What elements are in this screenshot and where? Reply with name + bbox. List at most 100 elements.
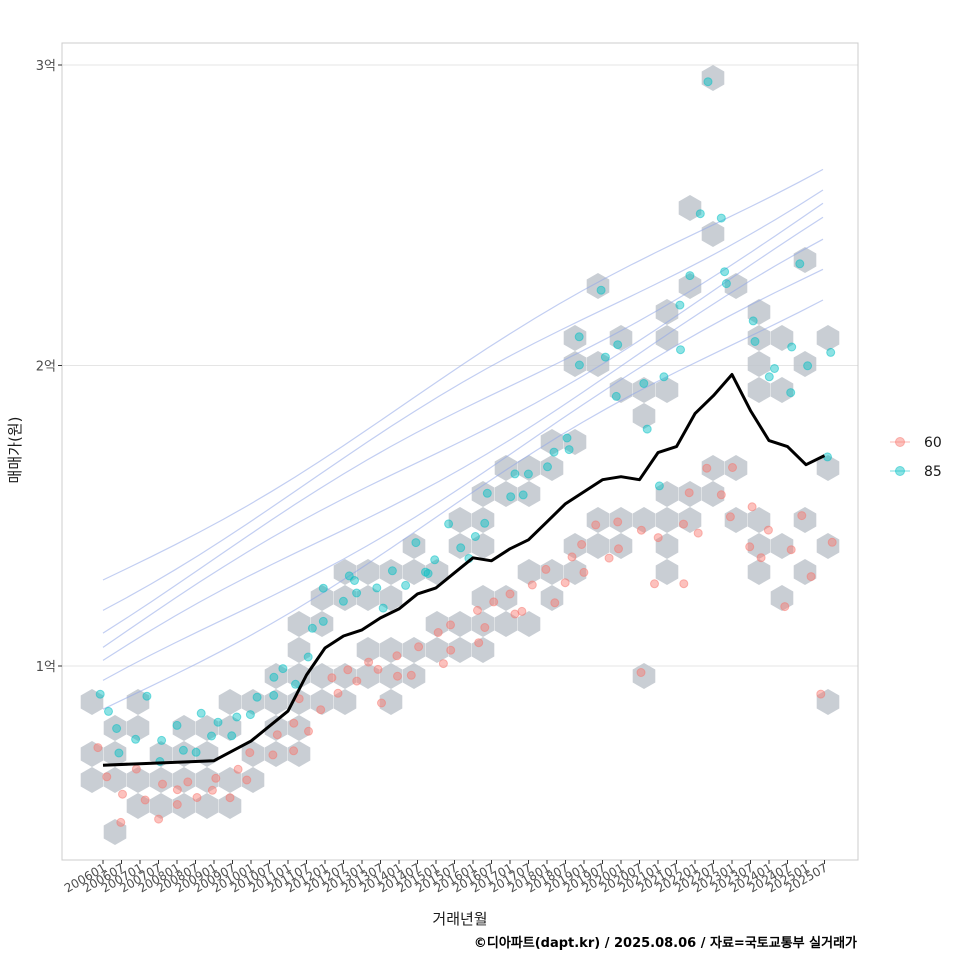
point-85 bbox=[95, 689, 105, 699]
point-85 bbox=[114, 748, 124, 758]
hex-cell bbox=[379, 663, 403, 689]
hex-cell bbox=[586, 533, 610, 559]
hex-cell bbox=[80, 689, 104, 715]
point-85 bbox=[574, 360, 584, 370]
hex-cell bbox=[747, 325, 771, 351]
point-85 bbox=[421, 567, 430, 577]
contour-line bbox=[102, 168, 824, 581]
hex-cell bbox=[747, 299, 771, 325]
hex-cell bbox=[793, 247, 817, 273]
hex-cell bbox=[678, 195, 702, 221]
point-85 bbox=[444, 519, 454, 529]
point-85 bbox=[269, 672, 279, 682]
hex-cell bbox=[540, 455, 564, 481]
trend-line bbox=[102, 373, 826, 767]
hex-cell bbox=[609, 325, 633, 351]
point-60 bbox=[786, 545, 796, 555]
hex-cell bbox=[218, 767, 242, 793]
point-60 bbox=[567, 552, 577, 562]
point-60 bbox=[679, 579, 689, 589]
point-85 bbox=[318, 616, 328, 626]
hex-cell bbox=[816, 325, 840, 351]
point-60 bbox=[806, 572, 816, 582]
point-60 bbox=[304, 726, 313, 736]
hex-cell bbox=[333, 663, 357, 689]
point-85 bbox=[613, 340, 623, 350]
hex-cell bbox=[747, 377, 771, 403]
point-60 bbox=[393, 671, 402, 681]
hex-cell bbox=[471, 533, 495, 559]
point-60 bbox=[116, 817, 126, 827]
point-60 bbox=[446, 645, 456, 655]
point-85 bbox=[611, 391, 621, 401]
point-85 bbox=[213, 717, 223, 727]
point-60 bbox=[480, 623, 490, 632]
point-85 bbox=[564, 445, 574, 455]
hex-cell bbox=[563, 429, 587, 455]
point-60 bbox=[102, 772, 112, 782]
hex-cell bbox=[655, 377, 679, 403]
point-60 bbox=[140, 795, 150, 805]
hex-cell bbox=[678, 507, 702, 533]
hex-cell bbox=[563, 559, 587, 585]
x-axis-title: 거래년월 bbox=[432, 910, 487, 928]
hex-cell bbox=[793, 559, 817, 585]
point-85 bbox=[269, 690, 279, 700]
point-60 bbox=[517, 606, 527, 616]
point-85 bbox=[470, 532, 480, 541]
point-60 bbox=[183, 777, 193, 787]
plot-area: 1억2억3억2006012006072007012007072008012008… bbox=[36, 42, 859, 896]
point-60 bbox=[438, 659, 448, 669]
point-60 bbox=[527, 580, 537, 590]
point-60 bbox=[327, 673, 337, 683]
contour-line bbox=[102, 189, 824, 611]
hex-cell bbox=[448, 507, 472, 533]
legend-label-85: 85 bbox=[924, 464, 942, 480]
point-85 bbox=[378, 603, 388, 613]
hex-cell bbox=[379, 559, 403, 585]
hex-cell bbox=[770, 533, 794, 559]
hex-cell bbox=[701, 65, 725, 91]
hex-cell bbox=[241, 741, 265, 767]
series-60 bbox=[93, 463, 837, 827]
hex-cell bbox=[471, 637, 495, 663]
point-85 bbox=[549, 447, 559, 457]
point-60 bbox=[560, 578, 570, 588]
hex-cell bbox=[241, 689, 265, 715]
hex-cell bbox=[287, 741, 311, 767]
hex-cell bbox=[678, 273, 702, 299]
point-85 bbox=[318, 583, 328, 593]
hex-cell bbox=[310, 611, 334, 637]
point-85 bbox=[562, 433, 572, 443]
point-85 bbox=[456, 543, 466, 553]
point-85 bbox=[659, 372, 669, 382]
y-tick-label: 1억 bbox=[36, 660, 56, 675]
point-60 bbox=[636, 668, 646, 677]
point-85 bbox=[764, 372, 774, 382]
hex-cell bbox=[494, 585, 518, 611]
hex-cell bbox=[264, 663, 288, 689]
point-60 bbox=[679, 519, 688, 529]
hex-cell bbox=[103, 819, 127, 845]
point-60 bbox=[747, 502, 757, 512]
point-85 bbox=[350, 576, 359, 585]
hex-cell bbox=[655, 481, 679, 507]
hex-cell bbox=[448, 637, 472, 663]
hex-cell bbox=[126, 793, 150, 819]
point-85 bbox=[142, 691, 152, 701]
hex-cell bbox=[655, 507, 679, 533]
point-60 bbox=[653, 533, 663, 543]
point-60 bbox=[364, 657, 374, 667]
point-60 bbox=[797, 511, 807, 521]
hex-cell bbox=[287, 689, 311, 715]
point-85 bbox=[252, 692, 262, 702]
point-85 bbox=[207, 731, 216, 741]
point-85 bbox=[278, 664, 288, 674]
point-60 bbox=[172, 800, 182, 809]
point-85 bbox=[654, 481, 664, 491]
legend-key-point bbox=[895, 437, 905, 447]
hex-cell bbox=[218, 689, 242, 715]
point-85 bbox=[131, 734, 141, 744]
point-60 bbox=[505, 589, 515, 599]
hex-cell bbox=[517, 559, 541, 585]
